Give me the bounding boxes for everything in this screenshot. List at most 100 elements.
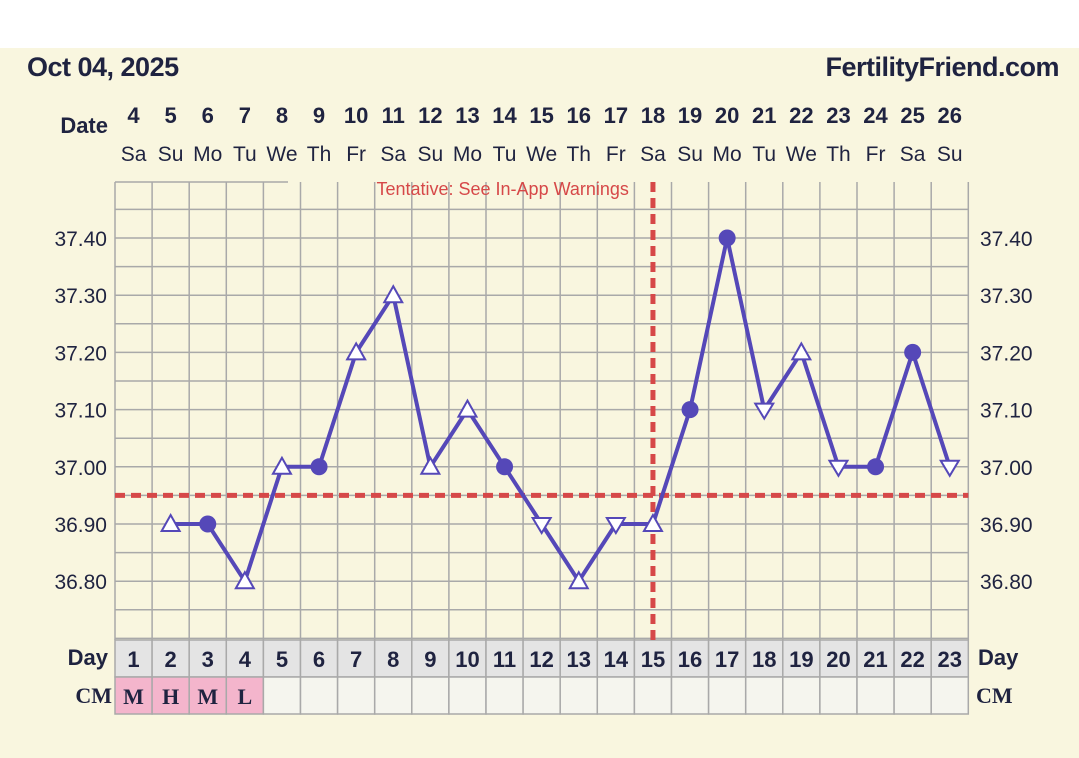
day-cell: [819, 639, 858, 678]
cycle-day-label: 16: [678, 647, 702, 672]
cm-cell: [411, 676, 450, 715]
weekday-label: Fr: [866, 143, 886, 166]
cm-label: M: [123, 684, 144, 709]
cycle-day-label: 14: [604, 647, 629, 672]
day-row-label-left: Day: [68, 645, 109, 670]
date-label: 15: [529, 103, 553, 128]
cm-row-label-right: CM: [976, 683, 1013, 708]
cm-cell: [262, 676, 302, 715]
weekday-label: Fr: [606, 143, 626, 166]
weekday-label: We: [266, 143, 297, 166]
cm-cell: [707, 676, 747, 715]
day-cell: [522, 639, 561, 678]
weekday-label: Sa: [121, 143, 147, 166]
weekday-label: We: [526, 143, 557, 166]
weekday-label: Sa: [380, 143, 406, 166]
cm-cell: [373, 676, 413, 715]
y-tick-left: 36.80: [54, 571, 107, 594]
cm-cell: [930, 676, 970, 715]
day-row-label-right: Day: [978, 645, 1019, 670]
cm-cell: [448, 676, 487, 715]
temp-point-triangle-down: [938, 459, 961, 478]
day-cell: [373, 639, 413, 678]
weekday-label: Mo: [453, 143, 482, 166]
weekday-label: Su: [158, 143, 184, 166]
temp-point-triangle-up: [568, 570, 590, 590]
date-label: 17: [604, 103, 628, 128]
top-bar: [0, 0, 1079, 48]
weekday-label: Sa: [640, 143, 666, 166]
y-tick-left: 36.90: [54, 514, 107, 537]
weekday-label: We: [786, 143, 817, 166]
date-label: 24: [863, 103, 888, 128]
temp-point-triangle-up: [382, 284, 404, 304]
date-label: 23: [826, 103, 850, 128]
temp-point-triangle-up: [642, 512, 664, 532]
chart-date-title: Oct 04, 2025: [27, 52, 179, 82]
cm-cell: [485, 676, 524, 715]
weekday-label: Th: [307, 143, 332, 166]
date-label: 18: [641, 103, 665, 128]
date-label: 13: [455, 103, 479, 128]
cycle-day-label: 22: [900, 647, 924, 672]
temp-point-triangle-down: [753, 402, 776, 421]
date-label: 4: [127, 103, 140, 128]
cycle-day-label: 5: [276, 647, 288, 672]
date-label: 26: [938, 103, 962, 128]
date-label: 14: [492, 103, 517, 128]
date-label: 6: [202, 103, 214, 128]
y-tick-left: 37.10: [54, 400, 107, 423]
cycle-day-label: 6: [313, 647, 325, 672]
weekday-label: Su: [677, 143, 703, 166]
cm-cell: [670, 676, 710, 715]
cycle-day-label: 3: [202, 647, 214, 672]
cm-cell: [559, 676, 599, 715]
cm-cell: [744, 676, 784, 715]
temp-point-filled: [904, 343, 922, 361]
date-row-label: Date: [60, 113, 108, 138]
cm-cell: [188, 676, 228, 715]
temp-point-filled: [681, 401, 699, 419]
weekday-label: Th: [566, 143, 591, 166]
temp-point-filled: [496, 458, 514, 476]
y-tick-left: 37.30: [54, 285, 107, 308]
day-cell: [188, 639, 228, 678]
cm-cell: [782, 676, 821, 715]
date-label: 20: [715, 103, 739, 128]
cm-cell: [522, 676, 561, 715]
temp-point-filled: [718, 229, 736, 247]
date-label: 8: [276, 103, 288, 128]
weekday-label: Tu: [233, 143, 257, 166]
temp-point-filled: [867, 458, 885, 476]
y-tick-left: 37.20: [54, 342, 107, 365]
cycle-day-label: 8: [387, 647, 399, 672]
cycle-day-label: 15: [641, 647, 665, 672]
date-label: 22: [789, 103, 813, 128]
temp-point-triangle-down: [827, 459, 850, 478]
cm-label: M: [197, 684, 218, 709]
temp-point-triangle-up: [234, 570, 256, 590]
date-label: 19: [678, 103, 702, 128]
y-tick-right: 37.10: [980, 400, 1033, 423]
date-label: 10: [344, 103, 368, 128]
cycle-day-label: 7: [350, 647, 362, 672]
cycle-day-label: 21: [863, 647, 887, 672]
day-cell: [559, 639, 599, 678]
weekday-label: Mo: [193, 143, 222, 166]
date-label: 7: [239, 103, 251, 128]
cycle-day-label: 19: [789, 647, 813, 672]
cycle-day-label: 23: [938, 647, 962, 672]
temp-point-triangle-up: [159, 512, 182, 532]
temp-point-triangle-down: [605, 517, 627, 535]
cycle-day-label: 4: [239, 647, 252, 672]
date-label: 21: [752, 103, 776, 128]
weekday-label: Fr: [346, 143, 366, 166]
day-cell: [299, 639, 339, 678]
cycle-day-label: 1: [127, 647, 139, 672]
cm-cell: [893, 676, 932, 715]
y-tick-right: 37.40: [980, 228, 1033, 251]
date-label: 9: [313, 103, 325, 128]
y-tick-right: 37.20: [980, 342, 1033, 365]
cm-cell: [336, 676, 376, 715]
